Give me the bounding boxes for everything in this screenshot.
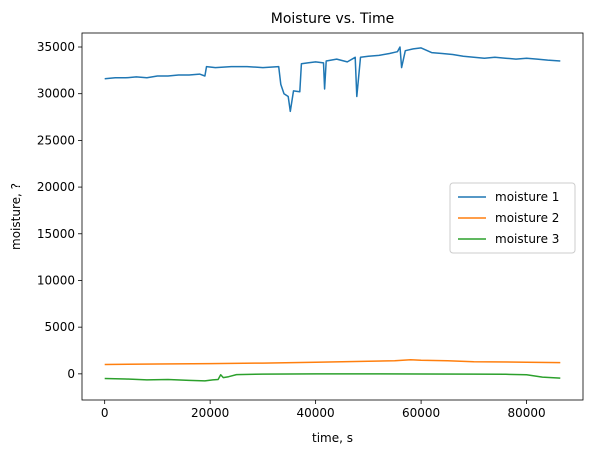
x-axis: 0 20000 40000 60000 80000 (101, 400, 546, 420)
legend: moisture 1 moisture 2 moisture 3 (449, 182, 576, 254)
legend-label-1: moisture 1 (495, 190, 559, 204)
legend-box (449, 182, 576, 254)
y-tick-label: 15000 (37, 227, 75, 241)
legend-label-2: moisture 2 (495, 211, 559, 225)
y-tick-label: 5000 (44, 320, 75, 334)
axes-frame (81, 32, 584, 401)
series-line-1 (104, 46, 561, 113)
y-tick-label: 35000 (37, 40, 75, 54)
x-axis-label: time, s (312, 431, 353, 445)
y-tick-label: 0 (67, 367, 75, 381)
y-axis: 0 5000 10000 15000 20000 25000 30000 35000 (37, 40, 82, 381)
x-tick-label: 20000 (191, 406, 229, 420)
series-line-2 (104, 359, 561, 366)
legend-label-3: moisture 3 (495, 232, 559, 246)
y-tick-label: 10000 (37, 273, 75, 287)
y-tick-label: 25000 (37, 133, 75, 147)
y-tick-label: 30000 (37, 87, 75, 101)
chart-title: Moisture vs. Time (271, 11, 394, 27)
y-tick-label: 20000 (37, 180, 75, 194)
x-tick-label: 0 (101, 406, 109, 420)
y-axis-label: moisture, ? (9, 183, 23, 250)
series-line-3 (104, 373, 561, 382)
x-tick-label: 60000 (402, 406, 440, 420)
series-layer (104, 46, 561, 382)
plot-area: 0 20000 40000 60000 80000 0 5000 10000 15000 200… (37, 40, 561, 420)
x-tick-label: 40000 (297, 406, 335, 420)
x-tick-label: 80000 (507, 406, 545, 420)
